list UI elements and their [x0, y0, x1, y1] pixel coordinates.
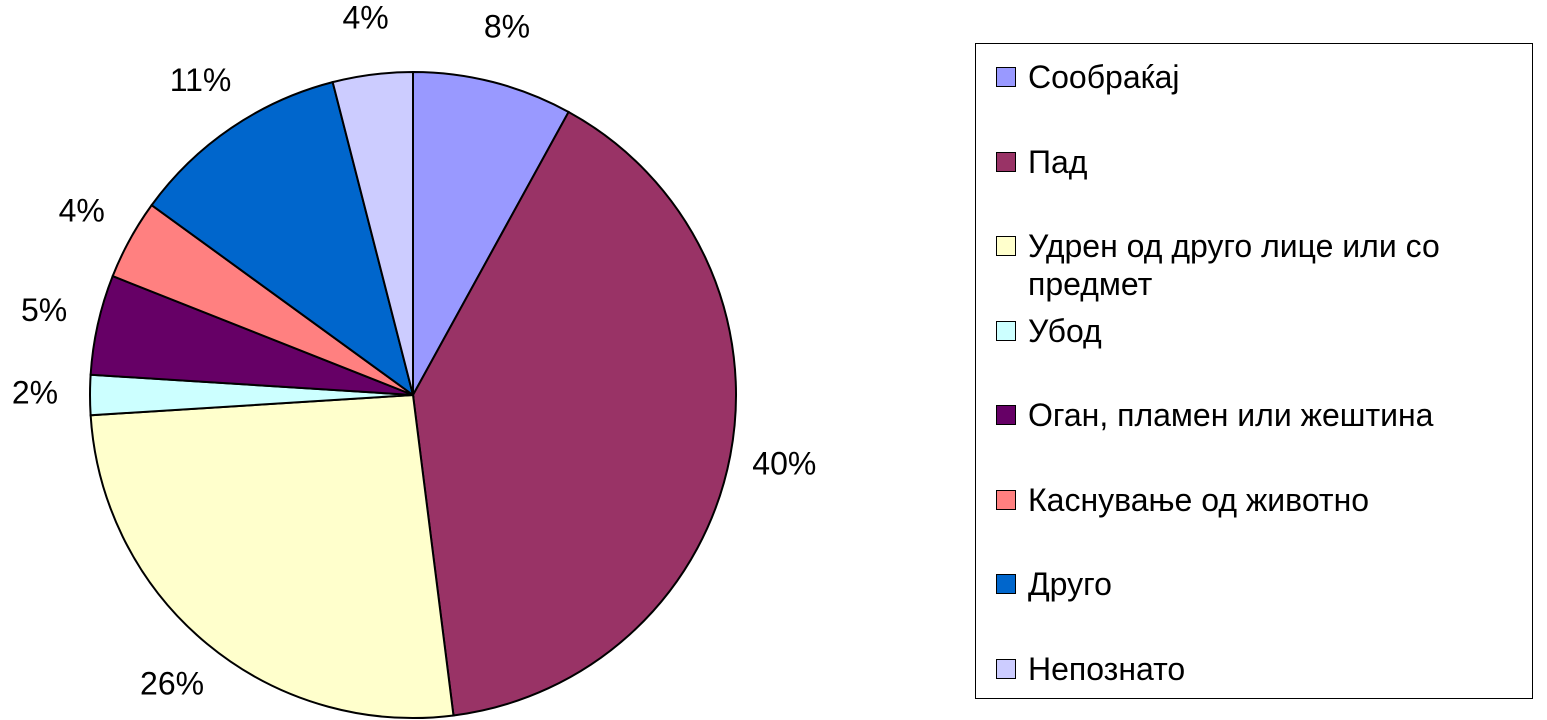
data-label: 11%: [170, 62, 232, 98]
pie-slice: [412, 70, 570, 396]
data-label: 26%: [140, 666, 204, 702]
pie-slice: [331, 70, 414, 396]
legend-label: Пад: [1028, 143, 1088, 180]
legend-swatch: [996, 320, 1016, 341]
legend-swatch: [996, 405, 1016, 425]
legend-swatch: [996, 67, 1016, 87]
legend-label: Друго: [1028, 566, 1112, 602]
legend-swatch: [996, 658, 1016, 679]
data-label: 4%: [342, 0, 388, 35]
legend-label: Убод: [1028, 312, 1102, 349]
legend-label: Оган, пламен или жештина: [1028, 397, 1434, 433]
legend-swatch: [996, 574, 1016, 594]
legend-label: Непознато: [1028, 650, 1186, 687]
legend-swatch: [996, 236, 1016, 256]
legend-label: Каснување од животно: [1028, 481, 1370, 518]
data-label: 8%: [484, 8, 530, 44]
legend-swatch: [996, 489, 1016, 510]
pie-slice: [150, 80, 415, 398]
data-label: 2%: [12, 374, 58, 410]
legend: Сообраќај Пад Удрен од друго лице или со п…: [975, 43, 1533, 699]
data-label: 40%: [752, 445, 816, 481]
legend-label: Удрен од друго лице или со предмет: [1028, 228, 1440, 302]
pie-slice: [411, 110, 737, 717]
legend-swatch: [996, 151, 1016, 172]
data-label: 5%: [21, 292, 67, 328]
pie-slice: [89, 393, 455, 719]
data-label: 4%: [59, 192, 105, 228]
legend-label: Сообраќај: [1028, 59, 1180, 95]
